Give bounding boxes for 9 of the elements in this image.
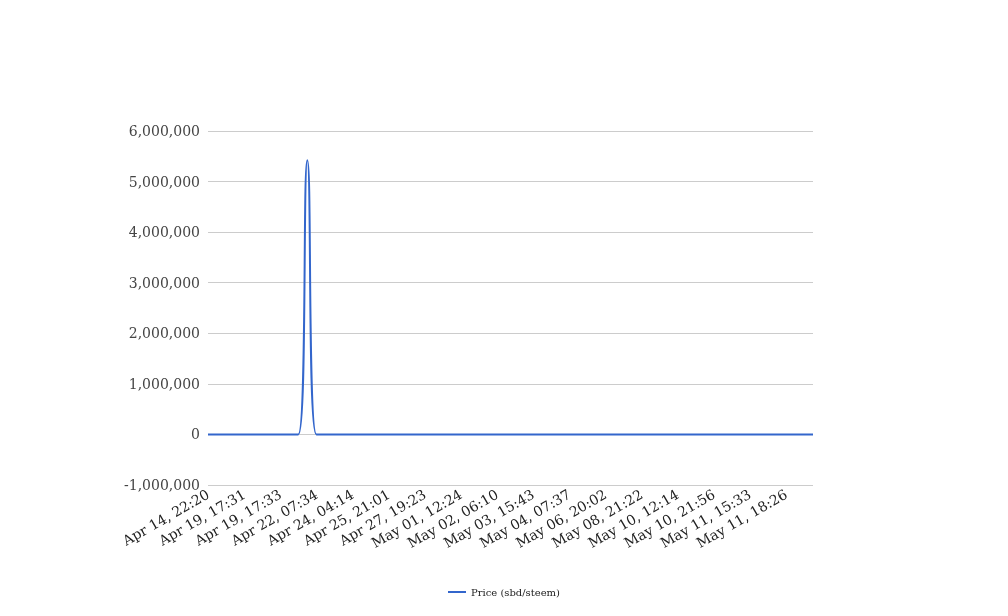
y-tick-label: 4,000,000 — [128, 224, 200, 241]
y-tick-label: 2,000,000 — [128, 325, 200, 342]
y-tick-label: 0 — [191, 426, 200, 443]
y-tick-label: 3,000,000 — [128, 274, 200, 291]
y-tick-label: -1,000,000 — [124, 477, 200, 493]
legend-label: Price (sbd/steem) — [471, 586, 561, 598]
y-tick-label: 5,000,000 — [128, 173, 200, 190]
y-tick-label: 1,000,000 — [128, 375, 200, 392]
y-tick-label: 6,000,000 — [128, 123, 200, 139]
